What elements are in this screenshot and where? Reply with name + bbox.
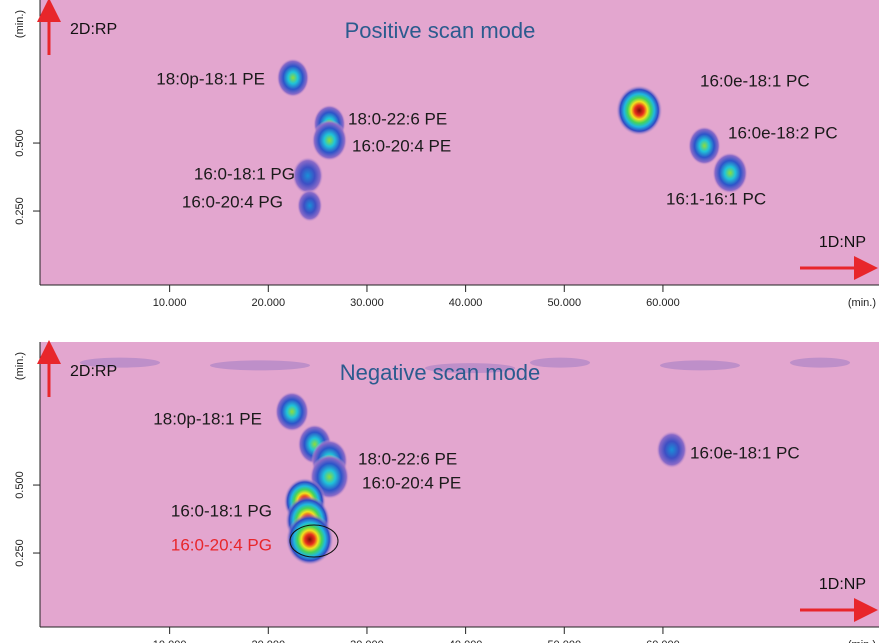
plot-background [40,0,879,285]
plot-background [40,342,879,627]
x-axis-label: (min.) [848,639,876,643]
chart-title: Positive scan mode [345,18,536,43]
y-tick-label: 0.500 [14,471,26,499]
spot [688,126,721,166]
noise-band [80,357,160,368]
noise-band [790,357,850,368]
annotation: 16:0-18:1 PG [171,501,272,520]
annotation: 16:1-16:1 PC [666,189,766,208]
x-dimension: 1D:NP [819,576,866,593]
spot [712,152,748,194]
annotation: 18:0p-18:1 PE [153,409,262,428]
x-tick-label: 50.000 [547,639,581,643]
y-tick-label: 0.500 [14,129,26,157]
y-tick-label: 0.250 [14,197,26,225]
annotation: 16:0-18:1 PG [194,164,295,183]
spot [311,119,348,161]
highlight-circle [289,524,339,558]
x-dimension: 1D:NP [819,234,866,251]
spot [615,85,663,136]
chart-title: Negative scan mode [340,360,541,385]
annotation: 16:0-20:4 PG [171,535,272,554]
spot [296,189,323,222]
spot [274,391,309,432]
x-tick-label: 10.000 [153,297,187,309]
x-tick-label: 30.000 [350,297,384,309]
x-tick-label: 30.000 [350,639,384,643]
annotation: 18:0-22:6 PE [358,449,457,468]
y-dimension: 2D:RP [70,21,117,38]
x-tick-label: 20.000 [251,639,285,643]
y-axis-label: (min.) [14,10,26,38]
noise-band [660,360,740,371]
x-tick-label: 10.000 [153,639,187,643]
x-tick-label: 40.000 [449,297,483,309]
x-axis-label: (min.) [848,297,876,309]
annotation: 18:0p-18:1 PE [156,69,265,88]
x-tick-label: 50.000 [547,297,581,309]
noise-band [530,357,590,368]
noise-band [210,360,310,371]
annotation: 16:0-20:4 PE [352,136,451,155]
x-tick-label: 60.000 [646,639,680,643]
spot [292,156,324,195]
spot [285,513,334,566]
x-tick-label: 20.000 [251,297,285,309]
annotation: 16:0-20:4 PE [362,473,461,492]
annotation: 16:0-20:4 PG [182,192,283,211]
spot [656,430,688,469]
x-tick-label: 60.000 [646,297,680,309]
y-tick-label: 0.250 [14,539,26,567]
annotation: 16:0e-18:1 PC [690,443,800,462]
noise-band [425,363,515,374]
spot [276,58,310,98]
annotation: 18:0-22:6 PE [348,109,447,128]
y-axis-label: (min.) [14,352,26,380]
annotation: 16:0e-18:1 PC [700,71,810,90]
y-dimension: 2D:RP [70,363,117,380]
annotation: 16:0e-18:2 PC [728,123,838,142]
x-tick-label: 40.000 [449,639,483,643]
